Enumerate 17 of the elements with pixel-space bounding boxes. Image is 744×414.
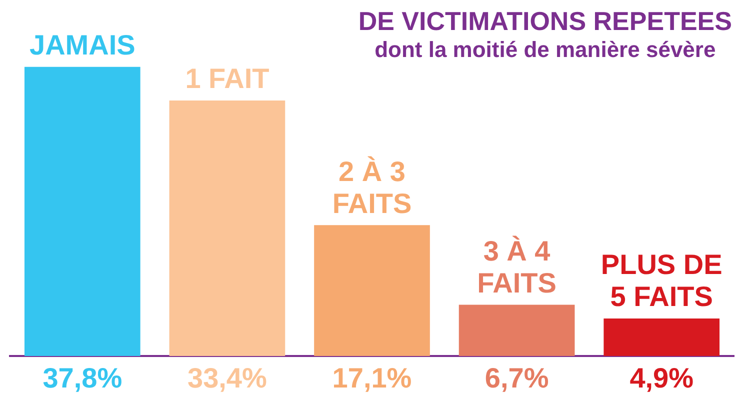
bar bbox=[169, 100, 286, 356]
data-label: 37,8% bbox=[42, 362, 122, 394]
chart-subtitle: dont la moitié de manière sévère bbox=[374, 37, 717, 63]
data-label: 33,4% bbox=[187, 362, 267, 394]
bar bbox=[24, 66, 140, 356]
bar bbox=[604, 318, 720, 356]
bar bbox=[314, 225, 430, 356]
x-tick-label: 2 À 3 FAITS bbox=[332, 156, 412, 219]
data-label: 6,7% bbox=[484, 362, 549, 394]
bar bbox=[458, 304, 575, 356]
x-tick-label: JAMAIS bbox=[30, 30, 136, 61]
x-tick-label: PLUS DE 5 FAITS bbox=[600, 249, 722, 312]
chart-title: DE VICTIMATIONS REPETEES bbox=[358, 6, 732, 37]
data-label: 17,1% bbox=[332, 362, 412, 394]
data-label: 4,9% bbox=[630, 362, 694, 394]
x-tick-label: 3 À 4 FAITS bbox=[477, 235, 556, 298]
x-tick-label: 1 FAIT bbox=[185, 63, 270, 94]
